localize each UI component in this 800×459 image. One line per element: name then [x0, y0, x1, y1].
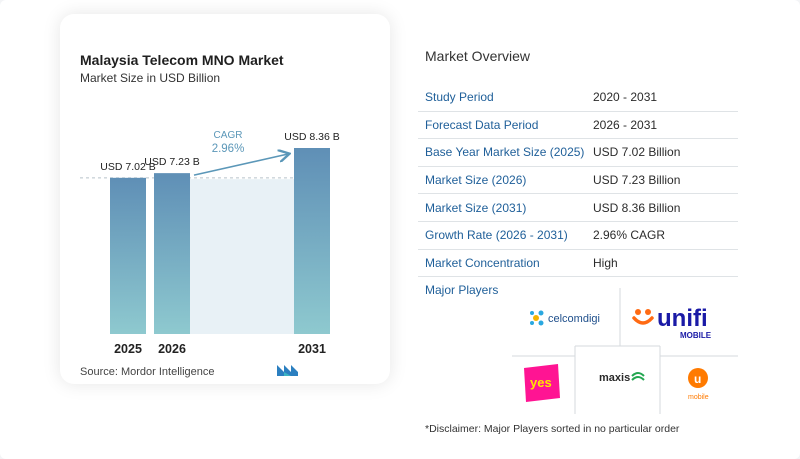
chart-title: Malaysia Telecom MNO Market: [80, 52, 284, 68]
data-label-2026: USD 7.23 B: [144, 156, 199, 168]
row-label: Market Concentration: [425, 255, 540, 270]
chart-subtitle: Market Size in USD Billion: [80, 71, 221, 85]
tick-label-2025: 2025: [114, 342, 142, 356]
table-row: Forecast Data Period 2026 - 2031: [418, 112, 738, 140]
table-row: Market Size (2031) USD 8.36 Billion: [418, 194, 738, 222]
data-label-2031: USD 8.36 B: [284, 131, 339, 143]
player-logos: celcomdigi unifi MOBILE yes maxis u mobi…: [512, 288, 738, 414]
players-title: Major Players: [425, 283, 499, 297]
table-row: Growth Rate (2026 - 2031) 2.96% CAGR: [418, 222, 738, 250]
celcomdigi-logo: celcomdigi: [530, 310, 600, 326]
row-label: Forecast Data Period: [425, 117, 539, 132]
table-row: Market Concentration High: [418, 250, 738, 278]
row-label: Market Size (2026): [425, 173, 527, 188]
overview-title: Market Overview: [425, 48, 531, 64]
maxis-logo: maxis: [599, 372, 645, 384]
bar-chart: USD 7.02 B 2025 USD 7.23 B 2026 USD 8.36 B 20…: [80, 130, 340, 356]
cagr-label: CAGR: [214, 130, 243, 141]
bar-2025: [110, 177, 146, 334]
cagr-arrow: [193, 154, 288, 176]
row-value: USD 7.02 Billion: [593, 145, 681, 160]
row-value: 2026 - 2031: [593, 117, 658, 132]
svg-text:mobile: mobile: [688, 394, 709, 401]
bar-2031: [294, 148, 330, 334]
yes-logo: yes: [524, 364, 560, 402]
row-label: Growth Rate (2026 - 2031): [425, 228, 568, 243]
bar-2026: [154, 173, 190, 334]
svg-text:unifi: unifi: [657, 305, 708, 332]
table-row: Study Period 2020 - 2031: [418, 84, 738, 112]
svg-text:u: u: [694, 372, 701, 386]
svg-text:celcomdigi: celcomdigi: [548, 313, 600, 325]
unifi-mobile-logo: unifi MOBILE: [632, 305, 712, 340]
data-label-2025: USD 7.02 B: [100, 161, 155, 173]
row-label: Market Size (2031): [425, 200, 527, 215]
u-mobile-logo: u mobile: [688, 368, 709, 401]
growth-band: [190, 179, 294, 334]
row-value: 2.96% CAGR: [593, 228, 666, 243]
svg-text:MOBILE: MOBILE: [680, 331, 712, 340]
row-label: Study Period: [425, 90, 494, 105]
row-label: Base Year Market Size (2025): [425, 145, 585, 160]
overview-table: Study Period 2020 - 2031 Forecast Data Pe…: [418, 84, 738, 278]
row-value: USD 8.36 Billion: [593, 200, 681, 215]
svg-text:maxis: maxis: [599, 372, 630, 384]
table-row: Base Year Market Size (2025) USD 7.02 Bil…: [418, 139, 738, 167]
row-value: USD 7.23 Billion: [593, 173, 681, 188]
tick-label-2026: 2026: [158, 342, 186, 356]
row-value: 2020 - 2031: [593, 90, 658, 105]
source-label: Source: Mordor Intelligence: [80, 366, 215, 378]
svg-text:yes: yes: [530, 375, 552, 390]
disclaimer: *Disclaimer: Major Players sorted in no …: [425, 423, 680, 435]
mordor-logo-icon: [277, 365, 298, 376]
table-row: Market Size (2026) USD 7.23 Billion: [418, 167, 738, 195]
cagr-value: 2.96%: [212, 143, 245, 155]
tick-label-2031: 2031: [298, 342, 326, 356]
row-value: High: [593, 255, 618, 270]
